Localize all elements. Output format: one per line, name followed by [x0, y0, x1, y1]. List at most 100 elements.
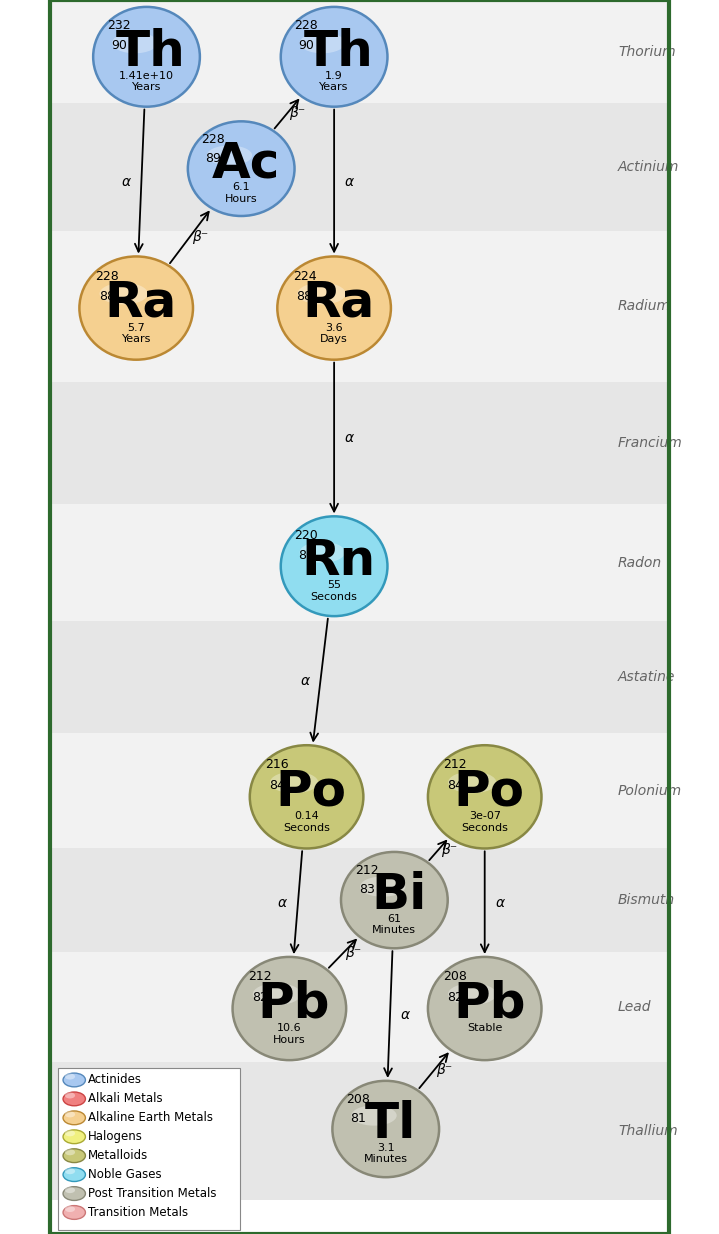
- Ellipse shape: [99, 283, 148, 305]
- Text: Halogens: Halogens: [88, 1130, 143, 1143]
- Ellipse shape: [253, 983, 301, 1004]
- Text: 208: 208: [443, 970, 467, 983]
- Text: 228: 228: [95, 269, 119, 283]
- Text: α: α: [495, 896, 505, 909]
- Ellipse shape: [63, 1111, 86, 1124]
- Ellipse shape: [93, 7, 200, 106]
- Text: 84: 84: [269, 779, 285, 792]
- Text: Tl: Tl: [365, 1101, 416, 1148]
- Text: β⁻: β⁻: [441, 843, 457, 856]
- Bar: [50, 104, 669, 231]
- Bar: [50, 383, 669, 505]
- Text: Ra: Ra: [303, 279, 375, 327]
- Text: 3e-07
Seconds: 3e-07 Seconds: [462, 811, 508, 833]
- Text: α: α: [301, 674, 309, 687]
- Text: Bi: Bi: [371, 871, 426, 919]
- Ellipse shape: [298, 283, 346, 305]
- Text: 10.6
Hours: 10.6 Hours: [273, 1023, 306, 1045]
- Text: 228: 228: [295, 20, 319, 32]
- Ellipse shape: [63, 1187, 86, 1201]
- Ellipse shape: [63, 1206, 86, 1219]
- Text: 228: 228: [201, 133, 225, 146]
- Text: Ac: Ac: [211, 139, 280, 188]
- Text: Lead: Lead: [618, 1000, 651, 1014]
- Text: Ra: Ra: [104, 279, 177, 327]
- Ellipse shape: [63, 1092, 86, 1106]
- Text: α: α: [345, 431, 354, 445]
- Bar: [50, 621, 669, 733]
- Bar: [50, 951, 669, 1062]
- Text: Alkali Metals: Alkali Metals: [88, 1092, 162, 1106]
- Text: 82: 82: [447, 991, 463, 1003]
- Text: 88: 88: [99, 290, 114, 304]
- Text: 1.41e+10
Years: 1.41e+10 Years: [119, 70, 174, 93]
- Text: Th: Th: [116, 28, 186, 75]
- Text: 0.14
Seconds: 0.14 Seconds: [283, 811, 330, 833]
- Text: β⁻: β⁻: [192, 230, 209, 244]
- Ellipse shape: [65, 1169, 75, 1175]
- Ellipse shape: [428, 745, 541, 849]
- Text: 82: 82: [252, 991, 267, 1003]
- Text: 232: 232: [107, 20, 131, 32]
- Text: Noble Gases: Noble Gases: [88, 1169, 162, 1181]
- Text: α: α: [278, 896, 287, 909]
- Text: 212: 212: [248, 970, 272, 983]
- Text: Th: Th: [303, 28, 373, 75]
- Text: 86: 86: [298, 549, 314, 561]
- Ellipse shape: [428, 956, 541, 1060]
- Text: 220: 220: [295, 529, 319, 542]
- Ellipse shape: [280, 7, 388, 106]
- Ellipse shape: [300, 32, 345, 53]
- Text: β⁻: β⁻: [436, 1064, 452, 1077]
- Ellipse shape: [448, 771, 496, 793]
- Text: Francium: Francium: [618, 436, 683, 450]
- Ellipse shape: [188, 121, 295, 216]
- Text: Stable: Stable: [467, 1023, 503, 1033]
- Text: Polonium: Polonium: [618, 784, 682, 798]
- Text: α: α: [401, 1008, 410, 1022]
- Ellipse shape: [360, 876, 406, 897]
- Text: 1.9
Years: 1.9 Years: [319, 70, 349, 93]
- Text: α: α: [345, 174, 354, 189]
- Bar: [50, 1062, 669, 1199]
- Ellipse shape: [65, 1130, 75, 1137]
- Ellipse shape: [278, 257, 391, 359]
- Text: 3.6
Days: 3.6 Days: [320, 322, 348, 344]
- FancyBboxPatch shape: [58, 1067, 240, 1230]
- Text: 6.1
Hours: 6.1 Hours: [225, 181, 257, 204]
- Text: 90: 90: [298, 39, 314, 52]
- Text: α: α: [122, 174, 130, 189]
- Ellipse shape: [332, 1081, 439, 1177]
- Ellipse shape: [63, 1130, 86, 1144]
- Ellipse shape: [352, 1106, 397, 1125]
- Text: 208: 208: [346, 1092, 370, 1106]
- Ellipse shape: [65, 1149, 75, 1155]
- Text: 212: 212: [354, 864, 378, 876]
- Text: β⁻: β⁻: [289, 106, 306, 121]
- Ellipse shape: [270, 771, 319, 793]
- Text: 84: 84: [447, 779, 463, 792]
- Ellipse shape: [79, 257, 193, 359]
- Bar: [50, 849, 669, 951]
- Text: 3.1
Minutes: 3.1 Minutes: [364, 1143, 408, 1164]
- Text: Rn: Rn: [301, 537, 375, 585]
- Text: β⁻: β⁻: [345, 946, 362, 960]
- Text: 55
Seconds: 55 Seconds: [311, 580, 357, 602]
- Text: 89: 89: [206, 152, 221, 165]
- Text: Pb: Pb: [257, 980, 330, 1028]
- Text: 5.7
Years: 5.7 Years: [122, 322, 151, 344]
- Text: Radium: Radium: [618, 300, 671, 313]
- Ellipse shape: [249, 745, 363, 849]
- Text: Astatine: Astatine: [618, 670, 675, 684]
- Ellipse shape: [65, 1112, 75, 1118]
- Ellipse shape: [341, 851, 448, 948]
- Text: Metalloids: Metalloids: [88, 1149, 148, 1162]
- Ellipse shape: [63, 1167, 86, 1181]
- Text: Alkaline Earth Metals: Alkaline Earth Metals: [88, 1112, 213, 1124]
- Ellipse shape: [448, 983, 496, 1004]
- Text: Pb: Pb: [453, 980, 526, 1028]
- Bar: [50, 733, 669, 849]
- Text: 88: 88: [296, 290, 313, 304]
- Ellipse shape: [65, 1187, 75, 1193]
- Text: 224: 224: [293, 269, 316, 283]
